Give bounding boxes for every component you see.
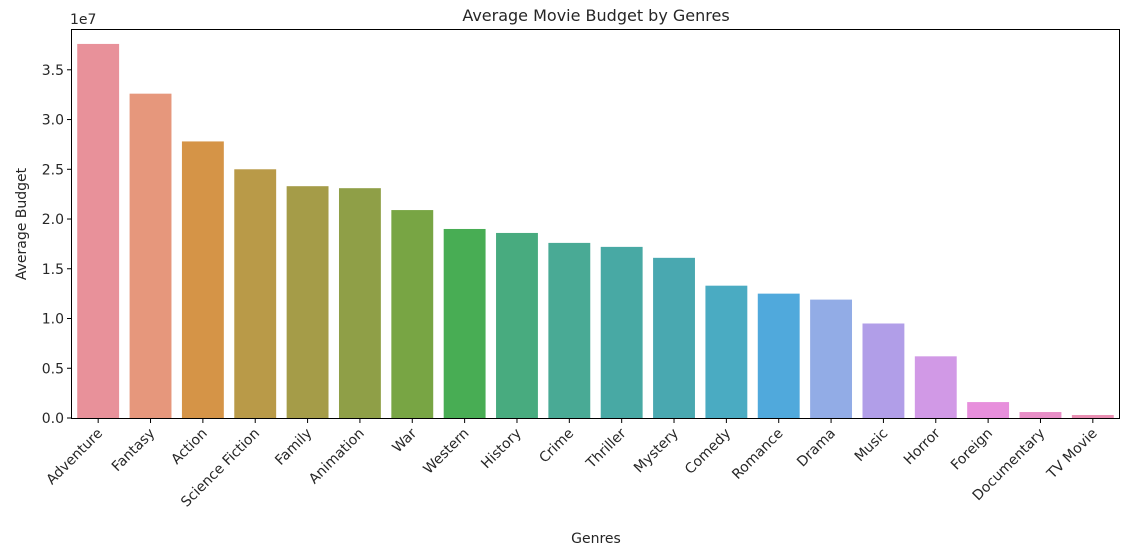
- plot-frame: [71, 29, 1120, 419]
- y-tick-label: 0.5: [42, 361, 64, 377]
- bar-music: [862, 323, 905, 418]
- y-tick-label: 2.5: [42, 162, 64, 178]
- bar-foreign: [967, 402, 1010, 418]
- x-tick-label: Thriller: [583, 425, 630, 472]
- bar-science-fiction: [234, 169, 277, 418]
- x-tick-label: Foreign: [948, 426, 996, 474]
- y-axis-label: Average Budget: [14, 167, 30, 280]
- x-tick-label: Drama: [794, 426, 839, 471]
- x-tick-label: Family: [272, 426, 315, 469]
- x-tick-label: Comedy: [682, 426, 734, 478]
- bar-thriller: [600, 246, 643, 418]
- y-tick-label: 0.0: [42, 411, 64, 427]
- bar-mystery: [653, 257, 695, 418]
- x-tick-label: Animation: [306, 426, 368, 488]
- y-tick-label: 3.5: [42, 63, 64, 79]
- x-tick-label: Mystery: [631, 426, 682, 477]
- bar-romance: [757, 293, 800, 418]
- bar-family: [286, 186, 329, 418]
- bar-documentary: [1019, 412, 1062, 418]
- y-tick-label: 1.0: [42, 312, 64, 328]
- bar-crime: [548, 242, 591, 418]
- x-tick-label: War: [389, 425, 420, 456]
- bar-animation: [338, 188, 381, 418]
- x-tick-label: Fantasy: [109, 426, 158, 475]
- bar-tv-movie: [1071, 415, 1114, 418]
- x-tick-label: TV Movie: [1043, 426, 1100, 483]
- bar-action: [181, 141, 224, 418]
- x-axis-label: Genres: [571, 531, 621, 547]
- x-tick-label: Western: [421, 426, 473, 478]
- x-tick-label: Action: [168, 426, 210, 468]
- x-tick-label: Crime: [536, 426, 577, 467]
- bar-horror: [914, 356, 957, 418]
- bar-drama: [810, 299, 853, 418]
- x-tick-label: Horror: [901, 425, 944, 468]
- x-tick-label: History: [478, 426, 525, 473]
- y-tick-label: 2.0: [42, 212, 64, 228]
- chart-title: Average Movie Budget by Genres: [462, 6, 729, 25]
- x-tick-label: Music: [852, 426, 891, 465]
- bar-history: [496, 232, 538, 418]
- bar-comedy: [705, 285, 748, 418]
- y-axis-ticks: 0.0 0.5 1.0 1.5 2.0 2.5 3.0 3.5: [42, 63, 72, 427]
- bar-fantasy: [129, 93, 172, 419]
- bar-war: [391, 210, 434, 418]
- bars-group: [77, 43, 1114, 419]
- y-tick-label: 3.0: [42, 113, 64, 129]
- x-tick-label: Adventure: [43, 426, 106, 489]
- bar-adventure: [77, 43, 120, 419]
- y-tick-label: 1.5: [42, 262, 64, 278]
- x-tick-label: Romance: [729, 426, 786, 483]
- bar-western: [443, 228, 486, 418]
- y-scale-label: 1e7: [70, 12, 96, 28]
